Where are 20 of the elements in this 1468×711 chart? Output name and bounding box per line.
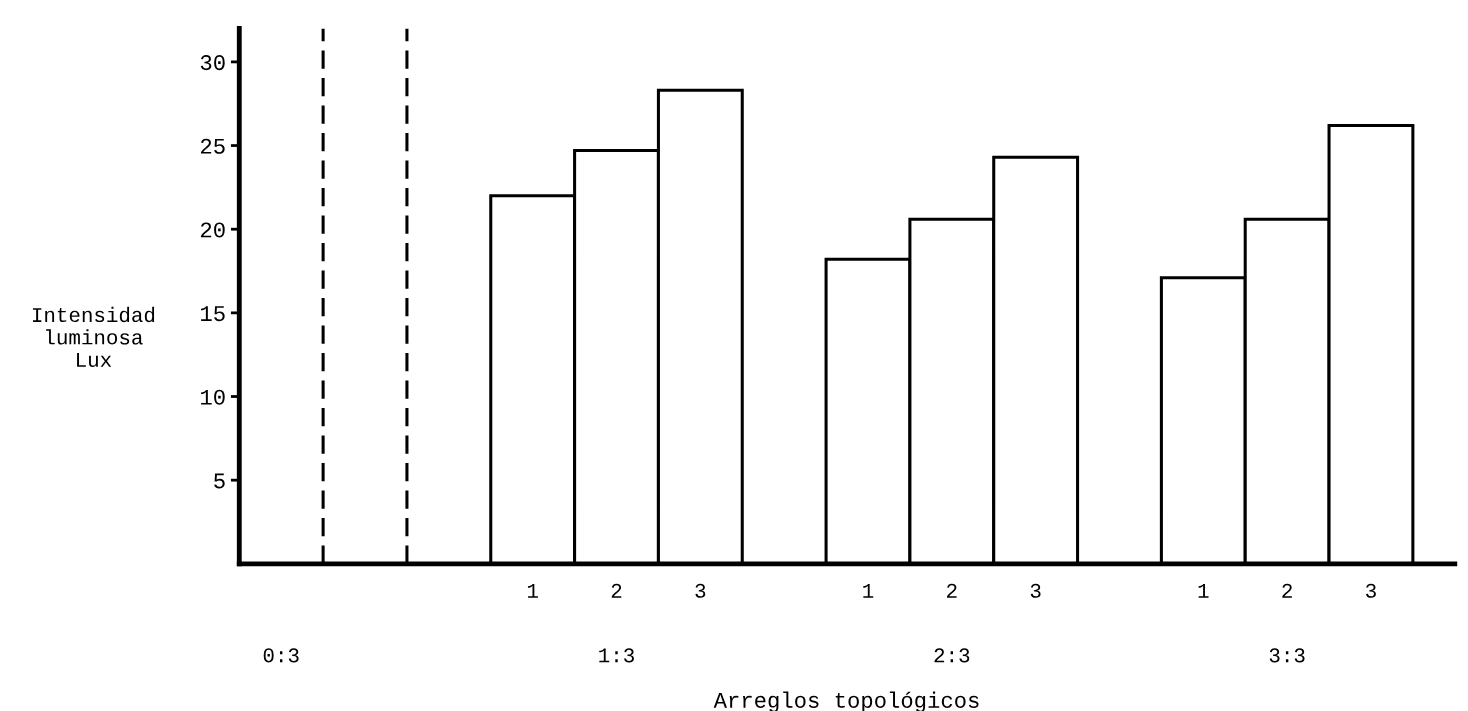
series-label: 2	[611, 583, 622, 598]
text: 1	[1198, 583, 1209, 598]
text: 3	[1366, 583, 1376, 598]
text: 2	[947, 583, 957, 598]
y-tick-label: 20	[200, 222, 225, 238]
text: 1	[863, 583, 874, 598]
y-tick-label: 15	[201, 306, 225, 322]
series-label: 1	[527, 583, 538, 598]
y-tick-label: 10	[201, 389, 225, 405]
y-tick-label: 30	[200, 55, 225, 71]
x-tick-label: 2:3	[934, 648, 970, 663]
x-tick-label: 0:3	[263, 648, 299, 663]
text: 2	[1282, 583, 1292, 598]
text: 3	[1030, 583, 1041, 598]
x-tick-label: 1:3	[599, 648, 634, 663]
series-label: 3	[695, 583, 706, 598]
y-axis-title: Intensidad luminosa Lux	[32, 306, 155, 367]
x-tick-label: 3:3	[1269, 648, 1305, 663]
y-tick-label: 5	[214, 473, 225, 489]
y-tick-label: 25	[200, 138, 225, 154]
